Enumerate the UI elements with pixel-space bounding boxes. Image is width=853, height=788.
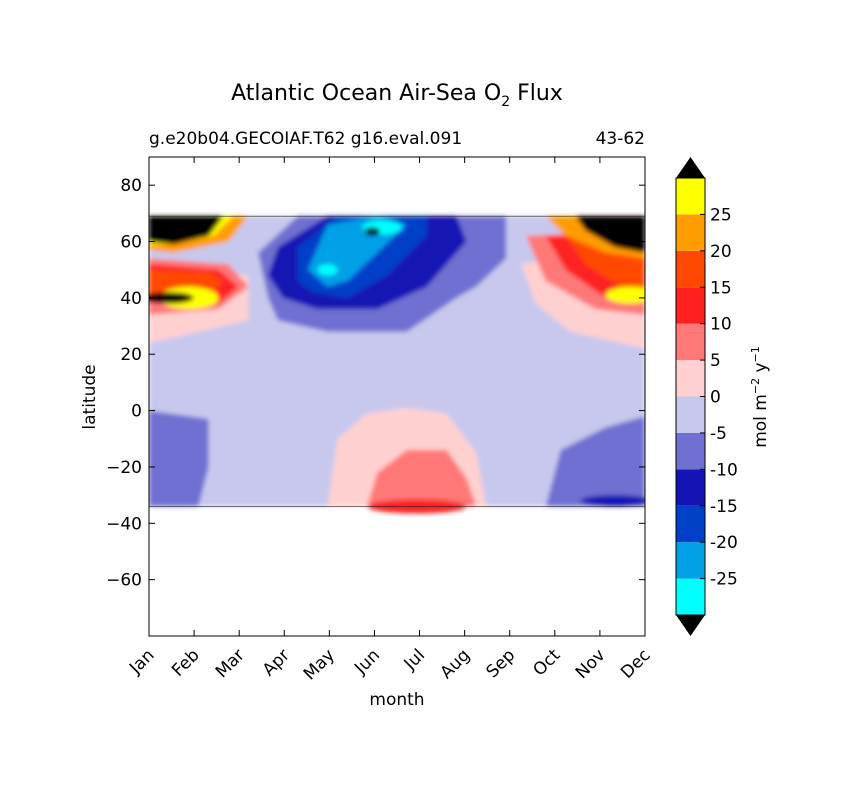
- x-tick-label: Jun: [350, 645, 384, 679]
- x-tick-label: Mar: [212, 645, 249, 682]
- x-tick-label: Oct: [529, 645, 564, 680]
- colorbar-extend-max: [676, 157, 705, 178]
- y-tick-label: 60: [120, 233, 142, 253]
- field-north-uptake-cyan-small: [317, 264, 338, 276]
- colorbar-segment: [676, 542, 705, 579]
- field-north-black-early: [149, 292, 194, 304]
- colorbar-tick-label: -20: [710, 533, 738, 553]
- colorbar-segment: [676, 396, 705, 433]
- colorbar-label-exp2: −1: [749, 346, 762, 362]
- colorbar-tick-label: -5: [710, 424, 727, 444]
- field-south-winter-early: [149, 410, 209, 507]
- field-south-outgas-rose: [367, 450, 477, 507]
- x-tick-label: Sep: [482, 645, 519, 682]
- x-axis-label: month: [369, 690, 424, 710]
- field-south-winter-late: [545, 416, 645, 507]
- chart-title-suffix: Flux: [517, 81, 563, 106]
- colorbar-tick-label: -15: [710, 497, 738, 517]
- y-tick-label: 0: [131, 402, 142, 422]
- y-axis: 80 60 40 20 0 −20 −40 −60: [106, 176, 645, 591]
- colorbar-segment: [676, 178, 705, 215]
- colorbar-tick-label: 15: [710, 278, 732, 298]
- y-axis-label: latitude: [80, 364, 100, 429]
- colorbar-label-mid: y: [751, 362, 771, 372]
- y-tick-label: −40: [106, 514, 142, 534]
- colorbar-segment: [676, 287, 705, 324]
- x-tick-label: Apr: [259, 645, 294, 680]
- x-tick-label: Feb: [168, 645, 203, 680]
- field-arctic-black-late: [575, 216, 645, 253]
- chart-title: Atlantic Ocean Air-Sea O2 Flux: [231, 81, 563, 110]
- colorbar-tick-label: 5: [710, 351, 721, 371]
- chart-title-subscript: 2: [501, 94, 510, 110]
- plot-frame: [148, 156, 646, 637]
- x-tick-label: Nov: [572, 645, 610, 683]
- colorbar: 25 20 15 10 5 0 -5 -10 -15 -20 -25: [675, 157, 738, 636]
- x-tick-label: May: [300, 645, 339, 684]
- colorbar-label-main: mol m: [751, 394, 771, 448]
- subtitle-left: g.e20b04.GECOIAF.T62 g16.eval.091: [149, 129, 462, 149]
- colorbar-segment: [676, 323, 705, 361]
- contour-field: [149, 215, 645, 514]
- y-tick-label: 40: [120, 289, 142, 309]
- y-tick-label: −60: [106, 571, 142, 591]
- chart-title-main: Atlantic Ocean Air-Sea O: [231, 81, 501, 106]
- colorbar-label: mol m−2 y−1: [749, 346, 771, 448]
- colorbar-segment: [676, 578, 705, 615]
- colorbar-tick-label: -10: [710, 460, 738, 480]
- colorbar-segment: [676, 360, 705, 397]
- colorbar-tick-label: -25: [710, 570, 738, 590]
- colorbar-segment: [676, 469, 705, 506]
- colorbar-tick-label: 20: [710, 242, 732, 262]
- field-north-yellow-late: [605, 286, 645, 304]
- colorbar-tick-label: 25: [710, 205, 732, 225]
- colorbar-segment: [676, 214, 705, 251]
- colorbar-segment: [676, 250, 705, 288]
- x-tick-label: Jul: [400, 645, 429, 674]
- subtitle-right: 43-62: [596, 129, 645, 149]
- field-south-late-blue: [580, 495, 645, 507]
- colorbar-extend-min: [676, 615, 705, 636]
- colorbar-tick-label: 10: [710, 315, 732, 335]
- y-tick-label: −20: [106, 458, 142, 478]
- field-north-uptake-black: [364, 227, 380, 236]
- x-tick-label: Dec: [617, 645, 654, 682]
- y-tick-label: 20: [120, 345, 142, 365]
- colorbar-label-exp1: −2: [749, 378, 762, 394]
- y-tick-label: 80: [120, 176, 142, 196]
- field-arctic-black-early: [149, 216, 224, 245]
- colorbar-segment: [676, 432, 705, 470]
- colorbar-tick-label: 0: [710, 388, 721, 408]
- x-tick-label: Aug: [437, 645, 475, 683]
- colorbar-segment: [676, 505, 705, 543]
- x-tick-label: Jan: [125, 645, 158, 678]
